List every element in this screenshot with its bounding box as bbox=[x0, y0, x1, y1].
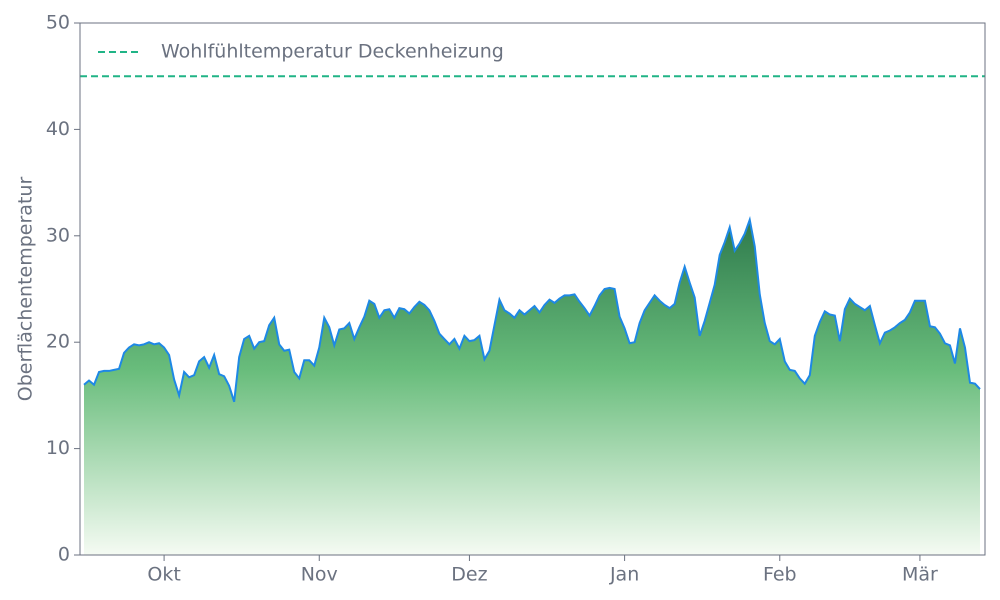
y-tick-label: 50 bbox=[46, 12, 70, 34]
legend-label: Wohlfühltemperatur Deckenheizung bbox=[161, 41, 504, 63]
y-tick-label: 0 bbox=[58, 544, 70, 566]
x-tick-label: Jan bbox=[609, 564, 639, 586]
x-tick-label: Nov bbox=[301, 564, 338, 586]
x-tick-label: Okt bbox=[147, 564, 180, 586]
plot-frame bbox=[79, 22, 986, 556]
y-tick-label: 10 bbox=[46, 437, 70, 459]
area bbox=[84, 219, 980, 555]
x-tick-label: Mär bbox=[902, 564, 938, 586]
x-tick-label: Feb bbox=[763, 564, 797, 586]
y-tick-label: 40 bbox=[46, 118, 70, 140]
y-tick-label: 30 bbox=[46, 224, 70, 246]
y-axis-label: Oberflächentemperatur bbox=[15, 177, 37, 402]
x-tick-label: Dez bbox=[451, 564, 487, 586]
y-tick-label: 20 bbox=[46, 331, 70, 353]
line bbox=[83, 216, 981, 403]
